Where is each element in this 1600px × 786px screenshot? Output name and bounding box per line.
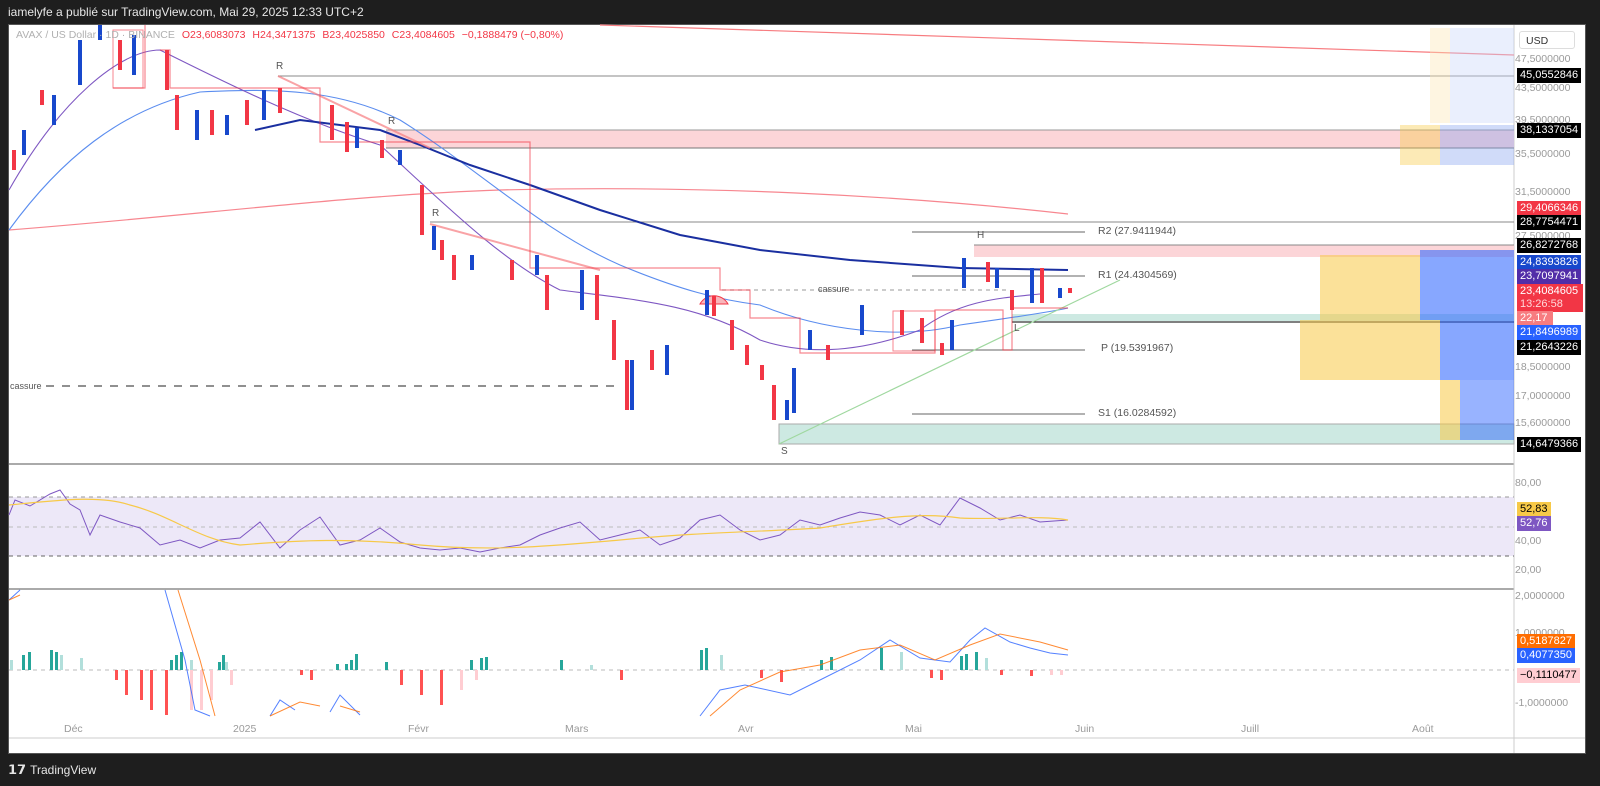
time-tick: 2025 (233, 723, 257, 735)
low-marker: L (1014, 323, 1020, 334)
macd-signal-label: 0,5187827 (1517, 634, 1575, 649)
price-label: 29,4066346 (1517, 201, 1582, 216)
price-label: 45,0552846 (1517, 68, 1582, 83)
time-tick: Avr (738, 723, 754, 735)
macd-value-label: 0,4077350 (1517, 648, 1575, 663)
volume-profile (1300, 28, 1514, 440)
open-value: O23,6083073 (181, 29, 246, 41)
time-tick: Juin (1075, 723, 1095, 735)
price-label: 21,8496989 (1517, 325, 1582, 340)
price-tick: 47,5000000 (1515, 53, 1571, 65)
price-label: 38,1337054 (1517, 123, 1582, 138)
price-tick: 35,5000000 (1515, 148, 1571, 160)
rsi-tick: 20,00 (1515, 564, 1542, 576)
rsi-value-label: 52,76 (1517, 516, 1551, 531)
currency-selector[interactable]: USD (1519, 31, 1575, 49)
change-value: −0,1888479 (−0,80%) (461, 29, 564, 41)
breakout-label-mid: cassure (818, 284, 850, 294)
candles (12, 25, 1072, 420)
rsi-tick: 40,00 (1515, 535, 1542, 547)
resistance-zone (386, 130, 1514, 148)
support-marker: S (781, 446, 788, 457)
last-price-label: 23,4084605 (1517, 284, 1583, 299)
time-tick: Mars (565, 723, 589, 735)
high-marker: H (977, 230, 985, 241)
macd-tick: -1,0000000 (1515, 697, 1569, 709)
resistance-marker-3: R (432, 208, 440, 219)
publisher-line: iamelyfe a publié sur TradingView.com, M… (8, 5, 364, 19)
symbol-legend: AVAX / US Dollar · 1D · BINANCE O23,6083… (16, 29, 567, 41)
price-label: 21,2643226 (1517, 340, 1582, 355)
pivot-s1: S1 (16.0284592) (1098, 407, 1177, 419)
price-tick: 15,6000000 (1515, 417, 1571, 429)
resistance-zone-2 (974, 245, 1514, 257)
price-label: 14,6479366 (1517, 437, 1582, 452)
symbol-name[interactable]: AVAX / US Dollar · 1D · BINANCE (16, 29, 175, 41)
resistance-marker-2: R (388, 116, 396, 127)
macd-tick: 2,0000000 (1515, 590, 1565, 602)
price-tick: 43,5000000 (1515, 82, 1571, 94)
price-tick: 17,0000000 (1515, 390, 1571, 402)
resistance-marker-1: R (276, 61, 284, 72)
pivot-p: P (19.5391967) (1101, 342, 1174, 354)
tv-logo-icon: 𝟭𝟳 (8, 762, 27, 777)
time-tick: Juill (1241, 723, 1260, 735)
price-label: 24,8393826 (1517, 255, 1582, 270)
time-tick: Déc (64, 723, 83, 735)
high-value: H24,3471375 (252, 29, 316, 41)
support-zone (778, 423, 1515, 445)
countdown-label: 13:26:58 (1517, 297, 1583, 312)
rsi-signal-label: 52,83 (1517, 502, 1551, 517)
tradingview-logo[interactable]: 𝟭𝟳 TradingView (8, 762, 96, 778)
price-label: 26,8272768 (1517, 238, 1582, 253)
pivot-r2: R2 (27.9411944) (1098, 225, 1177, 237)
macd-histogram (10, 648, 1063, 715)
time-tick: Mai (905, 723, 922, 735)
low-value: B23,4025850 (322, 29, 385, 41)
price-label: 28,7754471 (1517, 215, 1582, 230)
macd-hist-label: −0,1110477 (1517, 668, 1580, 683)
price-label: 23,7097941 (1517, 269, 1582, 284)
brand-name: TradingView (30, 763, 97, 777)
support-zone-small (1012, 314, 1514, 321)
time-tick: Févr (408, 723, 429, 735)
price-tick: 18,5000000 (1515, 361, 1571, 373)
price-tick: 31,5000000 (1515, 186, 1571, 198)
price-label: 22,17 (1517, 311, 1553, 326)
pivot-r1: R1 (24.4304569) (1098, 269, 1177, 281)
time-tick: Août (1412, 723, 1434, 735)
close-value: C23,4084605 (391, 29, 455, 41)
rsi-tick: 80,00 (1515, 477, 1542, 489)
breakout-label-left: cassure (10, 381, 42, 391)
